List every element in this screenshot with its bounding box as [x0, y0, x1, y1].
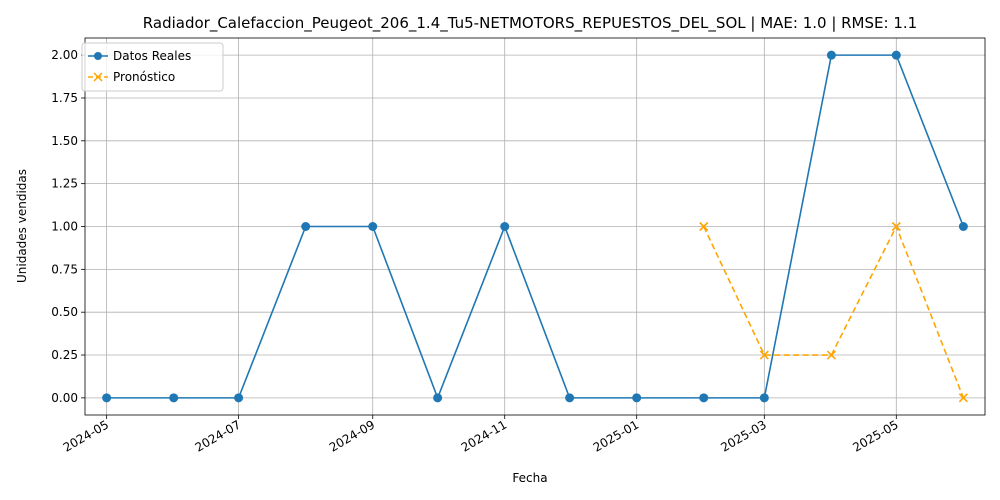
- y-tick-label: 0.25: [51, 348, 78, 362]
- y-axis-ticks: 0.00 0.25 0.50 0.75 1.00 1.25 1.50 1.75 2.00: [51, 48, 85, 405]
- y-tick-label: 2.00: [51, 48, 78, 62]
- data-point: [958, 393, 968, 403]
- series-layer: [102, 50, 968, 403]
- grid: [85, 38, 985, 415]
- data-point: [699, 393, 709, 403]
- data-point: [826, 50, 836, 60]
- data-point: [699, 221, 709, 232]
- legend-label-pronostico: Pronóstico: [113, 70, 175, 84]
- data-point: [234, 393, 244, 403]
- series-line-datos-reales: [106, 54, 965, 401]
- y-tick-label: 0.00: [51, 391, 78, 405]
- data-point: [565, 393, 575, 403]
- y-axis-label: Unidades vendidas: [15, 169, 29, 283]
- legend-box: [81, 42, 224, 92]
- data-point: [826, 350, 836, 360]
- legend: Datos Reales Pronóstico: [81, 42, 224, 92]
- series-datos-reales: [102, 50, 968, 403]
- data-point: [500, 222, 510, 231]
- legend-marker-datos-reales: [94, 52, 102, 60]
- data-point: [759, 350, 769, 360]
- y-tick-label: 1.75: [51, 91, 78, 105]
- data-point: [301, 222, 311, 231]
- data-point: [368, 222, 378, 231]
- legend-label-datos-reales: Datos Reales: [113, 49, 191, 63]
- y-tick-label: 1.00: [51, 220, 78, 234]
- data-point: [891, 221, 901, 232]
- y-tick-label: 1.50: [51, 134, 78, 148]
- legend-marker-pronostico: [93, 72, 103, 82]
- chart-title: Radiador_Calefaccion_Peugeot_206_1.4_Tu5…: [143, 14, 917, 33]
- x-axis-label: Fecha: [512, 471, 547, 485]
- data-point: [759, 393, 769, 403]
- data-point: [958, 222, 968, 231]
- y-tick-label: 0.75: [51, 262, 78, 276]
- data-point: [102, 393, 112, 403]
- data-point: [433, 393, 443, 403]
- data-point: [632, 393, 642, 403]
- data-point: [891, 50, 901, 60]
- y-tick-label: 0.50: [51, 305, 78, 319]
- series-pronostico: [699, 221, 968, 403]
- y-tick-label: 1.25: [51, 177, 78, 191]
- data-point: [169, 393, 179, 403]
